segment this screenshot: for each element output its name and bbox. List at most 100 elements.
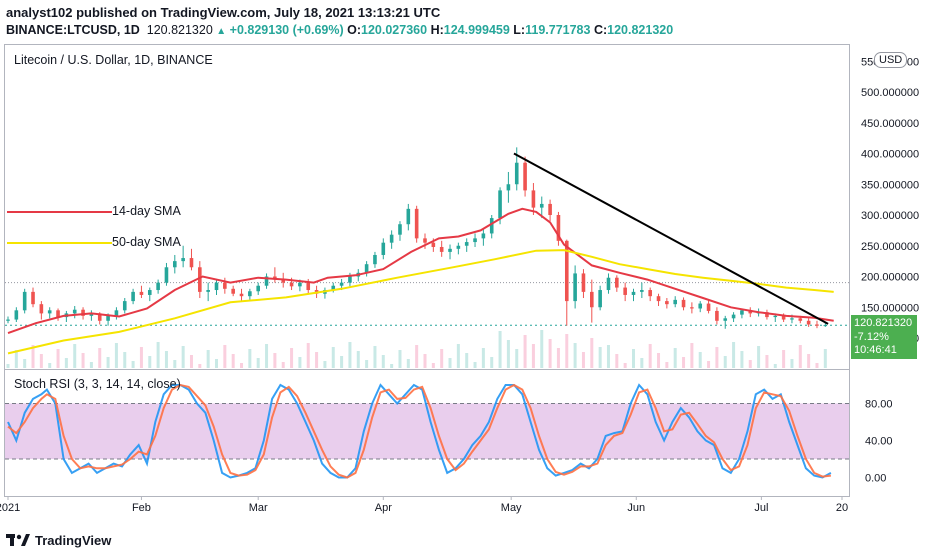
- volume-bar: [765, 355, 769, 368]
- volume-bar: [173, 360, 177, 368]
- candle-body: [815, 324, 819, 326]
- volume-bar: [198, 364, 202, 368]
- volume-bar: [590, 338, 594, 368]
- candle-body: [306, 282, 311, 291]
- volume-bar: [123, 352, 127, 368]
- volume-bar: [231, 354, 235, 368]
- volume-bar: [390, 364, 394, 368]
- volume-bar: [523, 335, 527, 368]
- price-tick-label: 250.000000: [861, 241, 919, 253]
- price-tick-label: 350.000000: [861, 179, 919, 191]
- volume-bar: [606, 345, 610, 368]
- candle-body: [331, 285, 336, 291]
- candle-body: [147, 290, 152, 295]
- candle-body: [448, 248, 452, 252]
- volume-bar: [782, 350, 786, 368]
- candle-body: [790, 318, 794, 320]
- volume-bar: [648, 344, 652, 368]
- volume-bar: [481, 348, 485, 368]
- candle-body: [156, 282, 160, 291]
- volume-bar: [215, 359, 218, 368]
- candle-body: [373, 254, 377, 265]
- volume-bar: [315, 352, 319, 368]
- candle-body: [631, 291, 636, 295]
- candle-body: [339, 282, 344, 286]
- volume-bar: [148, 356, 152, 368]
- volume-bar: [556, 348, 560, 368]
- volume-bar: [490, 357, 494, 368]
- candle-body: [439, 246, 444, 252]
- candle-body: [748, 310, 753, 314]
- footer-brand[interactable]: TradingView: [6, 532, 111, 548]
- volume-bar: [757, 346, 761, 368]
- volume-bar: [740, 351, 744, 368]
- volume-bar: [773, 364, 777, 368]
- volume-bar: [189, 355, 193, 368]
- candle-body: [556, 215, 561, 241]
- volume-bar: [573, 343, 577, 368]
- stoch-tick-label: 40.00: [865, 436, 893, 448]
- candle-body: [665, 301, 669, 305]
- volume-bar: [56, 349, 60, 368]
- candle-body: [773, 315, 778, 318]
- volume-bar: [273, 353, 277, 368]
- volume-bar: [31, 345, 35, 368]
- candle-body: [481, 233, 486, 239]
- volume-bar: [64, 358, 68, 368]
- candle-body: [198, 267, 202, 292]
- candle-body: [539, 203, 544, 208]
- symbol-ohlc-line: BINANCE:LTCUSD, 1D 120.821320 ▲ +0.82913…: [6, 23, 673, 37]
- volume-bar: [306, 343, 310, 368]
- candle-body: [806, 320, 811, 325]
- volume-bar: [707, 361, 711, 368]
- volume-bar: [540, 330, 544, 368]
- open-label: O:: [347, 23, 362, 37]
- candle-body: [72, 309, 77, 314]
- candle-body: [398, 224, 402, 235]
- candle-body: [590, 291, 594, 308]
- candle-body: [389, 234, 394, 243]
- volume-bar: [423, 354, 427, 368]
- candle-body: [122, 301, 127, 311]
- candle-body: [431, 242, 436, 247]
- volume-bar: [640, 358, 644, 368]
- currency-badge[interactable]: USD: [874, 52, 908, 68]
- time-tick-label: May: [501, 502, 522, 514]
- volume-bar: [531, 344, 535, 368]
- volume-bar: [164, 351, 168, 368]
- candle-body: [223, 282, 227, 289]
- volume-bar: [39, 354, 43, 368]
- candle-body: [298, 282, 302, 287]
- volume-bar: [790, 359, 794, 368]
- volume-bar: [81, 353, 85, 368]
- volume-bar: [106, 357, 110, 368]
- triangle-up-icon: ▲: [216, 26, 227, 37]
- price-axis-line: [849, 44, 850, 497]
- volume-bar: [456, 344, 460, 368]
- volume-bar: [206, 350, 210, 368]
- candle-body: [81, 309, 85, 316]
- candle-body: [39, 304, 44, 314]
- volume-bar: [698, 352, 702, 368]
- last-price: 120.821320: [146, 23, 213, 37]
- volume-bar: [398, 350, 402, 368]
- low-value: 119.771783: [525, 23, 591, 37]
- volume-bar: [323, 361, 327, 368]
- candle-body: [473, 238, 477, 243]
- candle-body: [164, 267, 169, 283]
- high-label: H:: [430, 23, 444, 37]
- stoch-tick-label: 0.00: [865, 473, 886, 485]
- candle-body: [6, 319, 10, 321]
- volume-bar: [156, 342, 160, 368]
- candle-body: [239, 293, 244, 297]
- change-value: +0.829130 (+0.69%): [229, 23, 344, 37]
- pane-separator[interactable]: [4, 369, 850, 370]
- volume-bar: [823, 349, 827, 368]
- price-tick-label: 450.000000: [861, 118, 919, 130]
- price-box-price: 120.821320: [854, 317, 913, 329]
- volume-bar: [373, 346, 377, 368]
- volume-bar: [98, 348, 102, 368]
- candle-body: [173, 261, 177, 268]
- low-label: L:: [513, 23, 526, 37]
